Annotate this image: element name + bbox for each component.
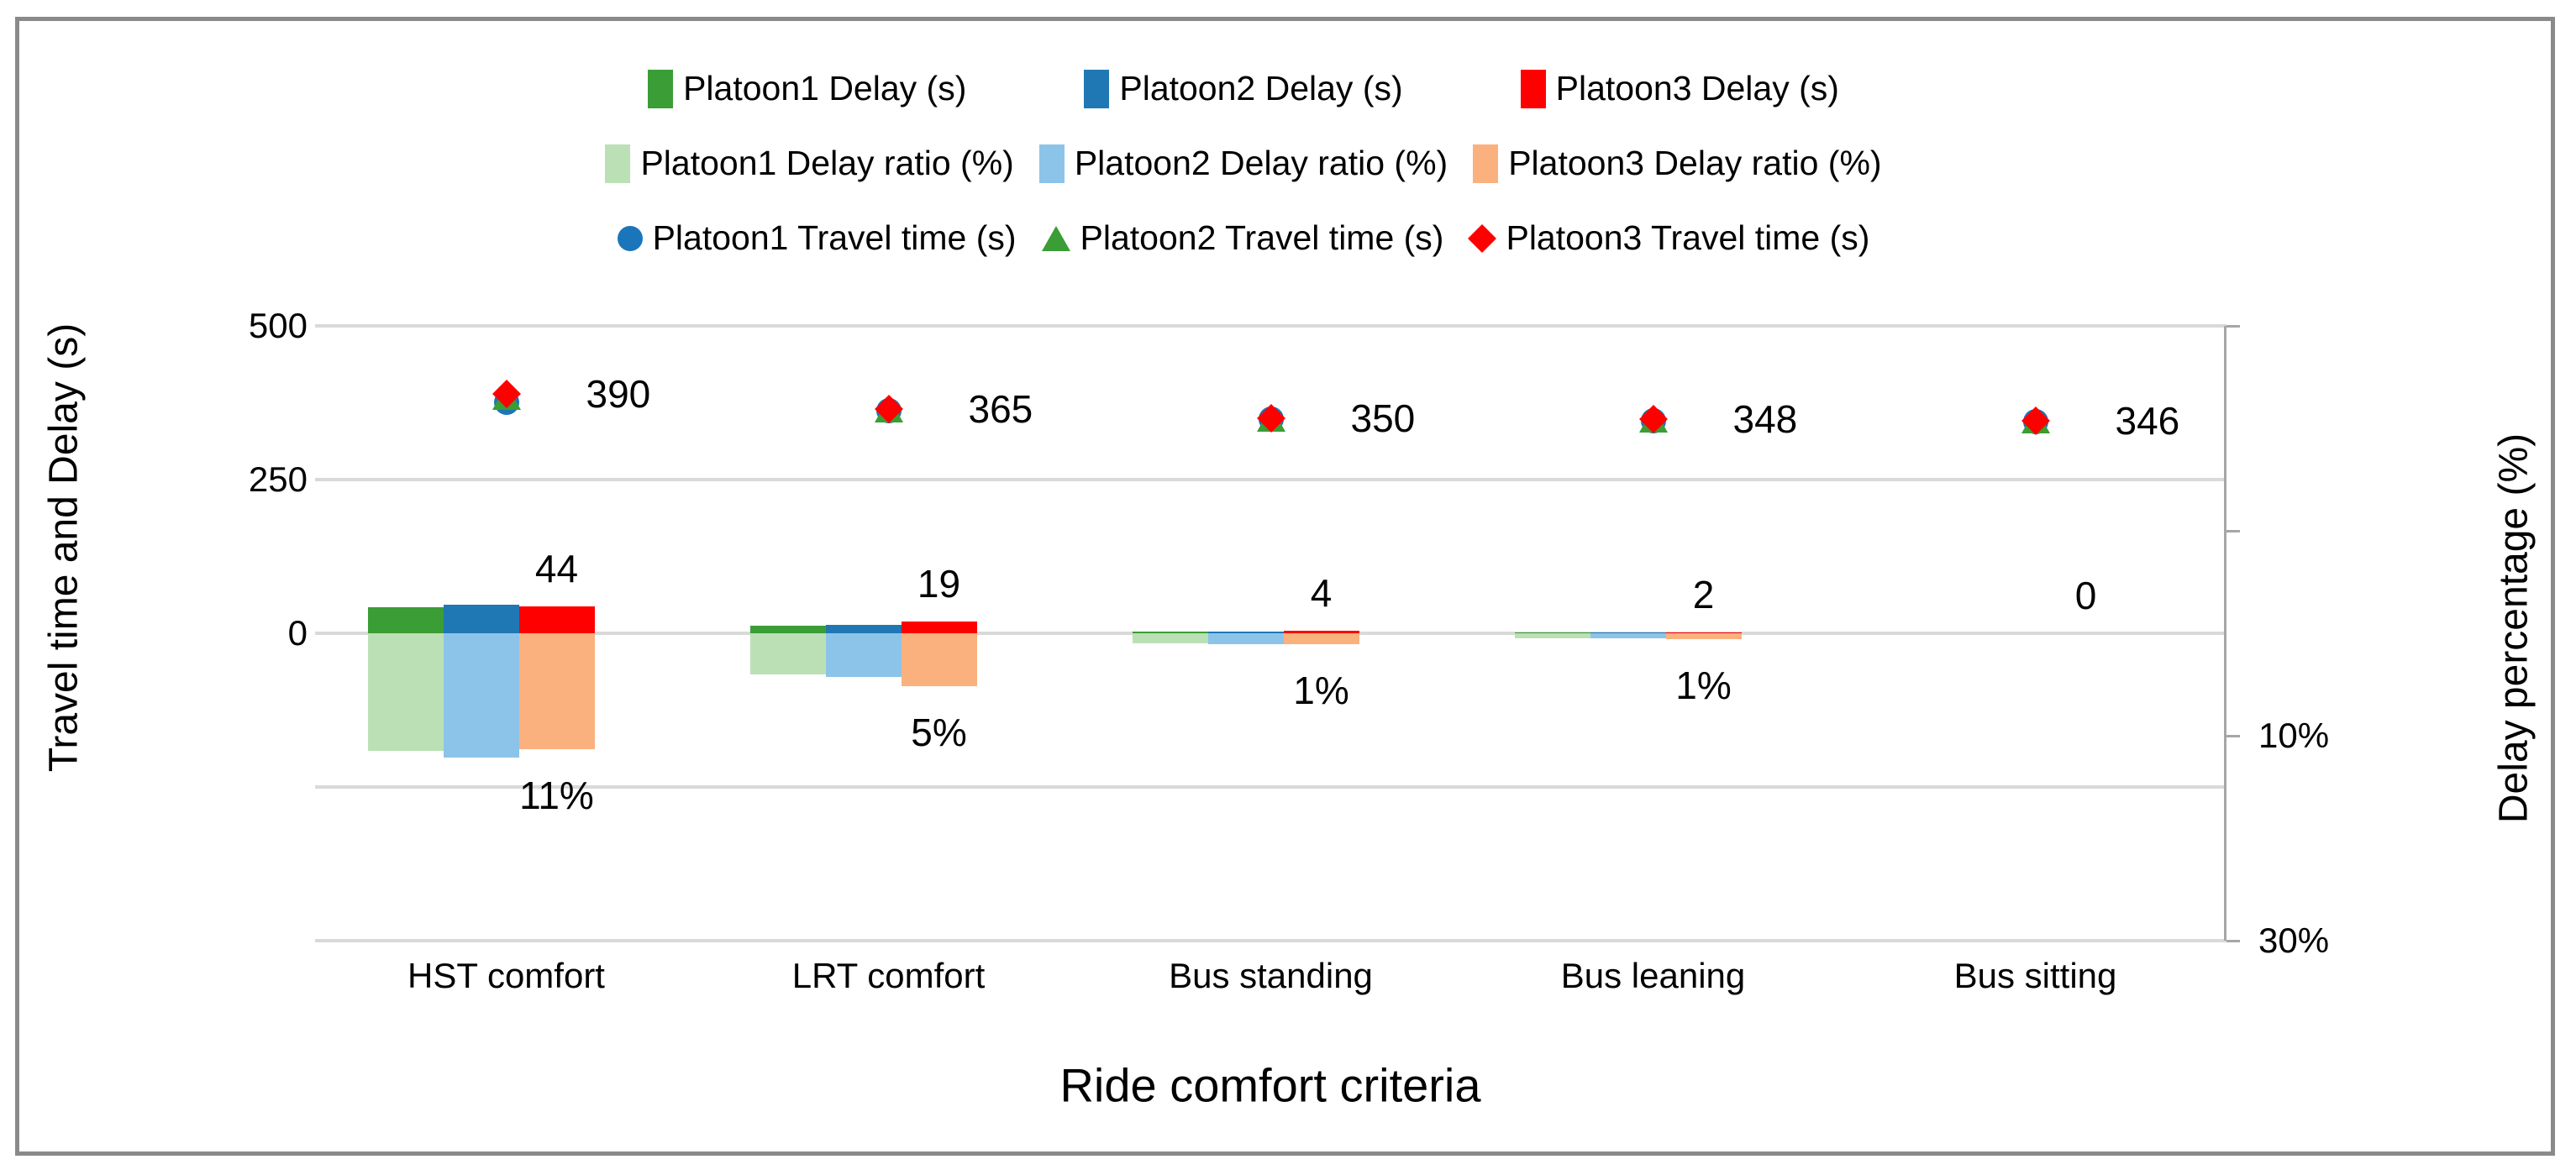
delay-ratio-bar	[825, 633, 902, 678]
delay-value-label: 4	[1310, 571, 1333, 616]
delay-value-label: 0	[2074, 574, 2097, 617]
delay-bar	[1132, 631, 1208, 633]
delay-ratio-bar	[1283, 633, 1359, 645]
delay-ratio-label: 1%	[1293, 669, 1349, 713]
delay-bar	[825, 625, 902, 633]
delay-bar	[1207, 631, 1284, 633]
chart-border	[15, 17, 2555, 1156]
legend-item: Platoon3 Delay (s)	[1520, 69, 1839, 108]
legend-item: Platoon1 Delay ratio (%)	[605, 144, 1014, 183]
gridline	[315, 939, 2226, 942]
gridline	[315, 478, 2226, 481]
delay-ratio-bar	[1514, 633, 1590, 639]
delay-value-label: 2	[1692, 572, 1715, 616]
travel-time-label: 390	[586, 371, 651, 416]
right-axis-tick	[2226, 325, 2240, 328]
legend-item-label: Platoon1 Delay ratio (%)	[640, 144, 1014, 182]
x-axis-title: Ride comfort criteria	[1059, 1058, 1481, 1112]
right-axis-tick	[2226, 940, 2240, 942]
gridline	[315, 785, 2226, 789]
right-axis-tick	[2226, 735, 2240, 737]
legend-item: Platoon3 Delay ratio (%)	[1473, 144, 1882, 183]
legend-item: Platoon2 Travel time (s)	[1041, 218, 1444, 258]
legend-row: Platoon1 Travel time (s) Platoon2 Travel …	[617, 218, 1870, 258]
left-axis-tick-label: 0	[287, 613, 308, 653]
legend: Platoon1 Delay (s) Platoon2 Delay (s) Plat…	[0, 69, 2487, 258]
legend-item: Platoon3 Travel time (s)	[1468, 218, 1870, 258]
legend-item-label: Platoon3 Travel time (s)	[1506, 218, 1870, 257]
x-category-label: Bus standing	[1169, 956, 1373, 995]
legend-swatch-square-icon	[648, 69, 674, 108]
legend-row: Platoon1 Delay ratio (%) Platoon2 Delay r…	[605, 144, 1882, 183]
travel-time-label: 348	[1732, 397, 1798, 442]
left-axis-title: Travel time and Delay (s)	[41, 323, 87, 773]
delay-bar	[1665, 632, 1742, 633]
x-category-label: LRT comfort	[791, 956, 986, 995]
legend-item-label: Platoon2 Delay ratio (%)	[1074, 144, 1448, 182]
legend-item: Platoon1 Travel time (s)	[617, 218, 1017, 258]
delay-bar	[443, 604, 519, 633]
legend-item-label: Platoon2 Travel time (s)	[1080, 218, 1444, 257]
plot-area: 44 11% 390 19 5% 365 4 1% 350 2 1% 348 0 346	[315, 324, 2240, 942]
travel-time-label: 350	[1350, 396, 1416, 440]
legend-swatch-circle-icon	[617, 225, 643, 251]
legend-item-label: Platoon3 Delay (s)	[1555, 69, 1839, 108]
legend-item-label: Platoon1 Delay (s)	[683, 69, 967, 108]
legend-item-label: Platoon1 Travel time (s)	[652, 218, 1017, 257]
legend-item: Platoon2 Delay (s)	[1084, 69, 1403, 108]
delay-ratio-bar	[518, 633, 595, 749]
delay-value-label: 44	[534, 546, 579, 590]
right-axis-line	[2224, 326, 2226, 941]
legend-row: Platoon1 Delay (s) Platoon2 Delay (s) Plat…	[648, 69, 1839, 108]
delay-ratio-label: 1%	[1675, 664, 1732, 708]
legend-item-label: Platoon2 Delay (s)	[1119, 69, 1403, 108]
travel-time-label: 365	[968, 386, 1033, 431]
legend-swatch-diamond-icon	[1468, 223, 1497, 253]
legend-swatch-triangle-icon	[1041, 225, 1070, 251]
delay-ratio-bar	[443, 633, 519, 758]
right-axis-tick	[2226, 530, 2240, 532]
right-axis-tick-label: 30%	[2258, 921, 2330, 960]
delay-ratio-bar	[1207, 633, 1284, 645]
delay-ratio-bar	[1665, 633, 1742, 640]
legend-swatch-square-icon	[605, 144, 631, 183]
delay-ratio-bar	[749, 633, 826, 674]
delay-bar	[367, 606, 444, 633]
legend-swatch-square-icon	[1520, 69, 1546, 108]
delay-ratio-bar	[1132, 633, 1208, 644]
delay-value-label: 19	[917, 562, 961, 606]
delay-ratio-bar	[901, 633, 977, 687]
delay-bar	[1283, 631, 1359, 633]
left-axis-tick-label: 500	[248, 306, 308, 345]
legend-item-label: Platoon3 Delay ratio (%)	[1508, 144, 1882, 182]
legend-item: Platoon2 Delay ratio (%)	[1038, 144, 1448, 183]
left-axis-tick-label: 250	[248, 459, 308, 499]
travel-time-label: 346	[2115, 398, 2180, 443]
delay-bar	[518, 606, 595, 633]
legend-swatch-square-icon	[1084, 69, 1110, 108]
delay-ratio-label: 5%	[911, 711, 967, 755]
right-axis-title: Delay percentage (%)	[2491, 433, 2537, 824]
delay-bar	[1590, 632, 1666, 633]
legend-swatch-square-icon	[1038, 144, 1065, 183]
delay-ratio-label: 11%	[519, 773, 594, 817]
gridline	[315, 324, 2226, 328]
x-category-label: HST comfort	[407, 956, 605, 995]
delay-ratio-bar	[1590, 633, 1666, 639]
x-category-label: Bus leaning	[1560, 956, 1746, 995]
right-axis-tick-label: 10%	[2258, 716, 2330, 755]
delay-bar	[901, 622, 977, 633]
legend-item: Platoon1 Delay (s)	[648, 69, 966, 108]
delay-ratio-bar	[367, 633, 444, 752]
delay-bar	[749, 626, 826, 633]
legend-swatch-square-icon	[1473, 144, 1499, 183]
x-category-label: Bus sitting	[1953, 956, 2117, 995]
delay-bar	[1514, 632, 1590, 633]
